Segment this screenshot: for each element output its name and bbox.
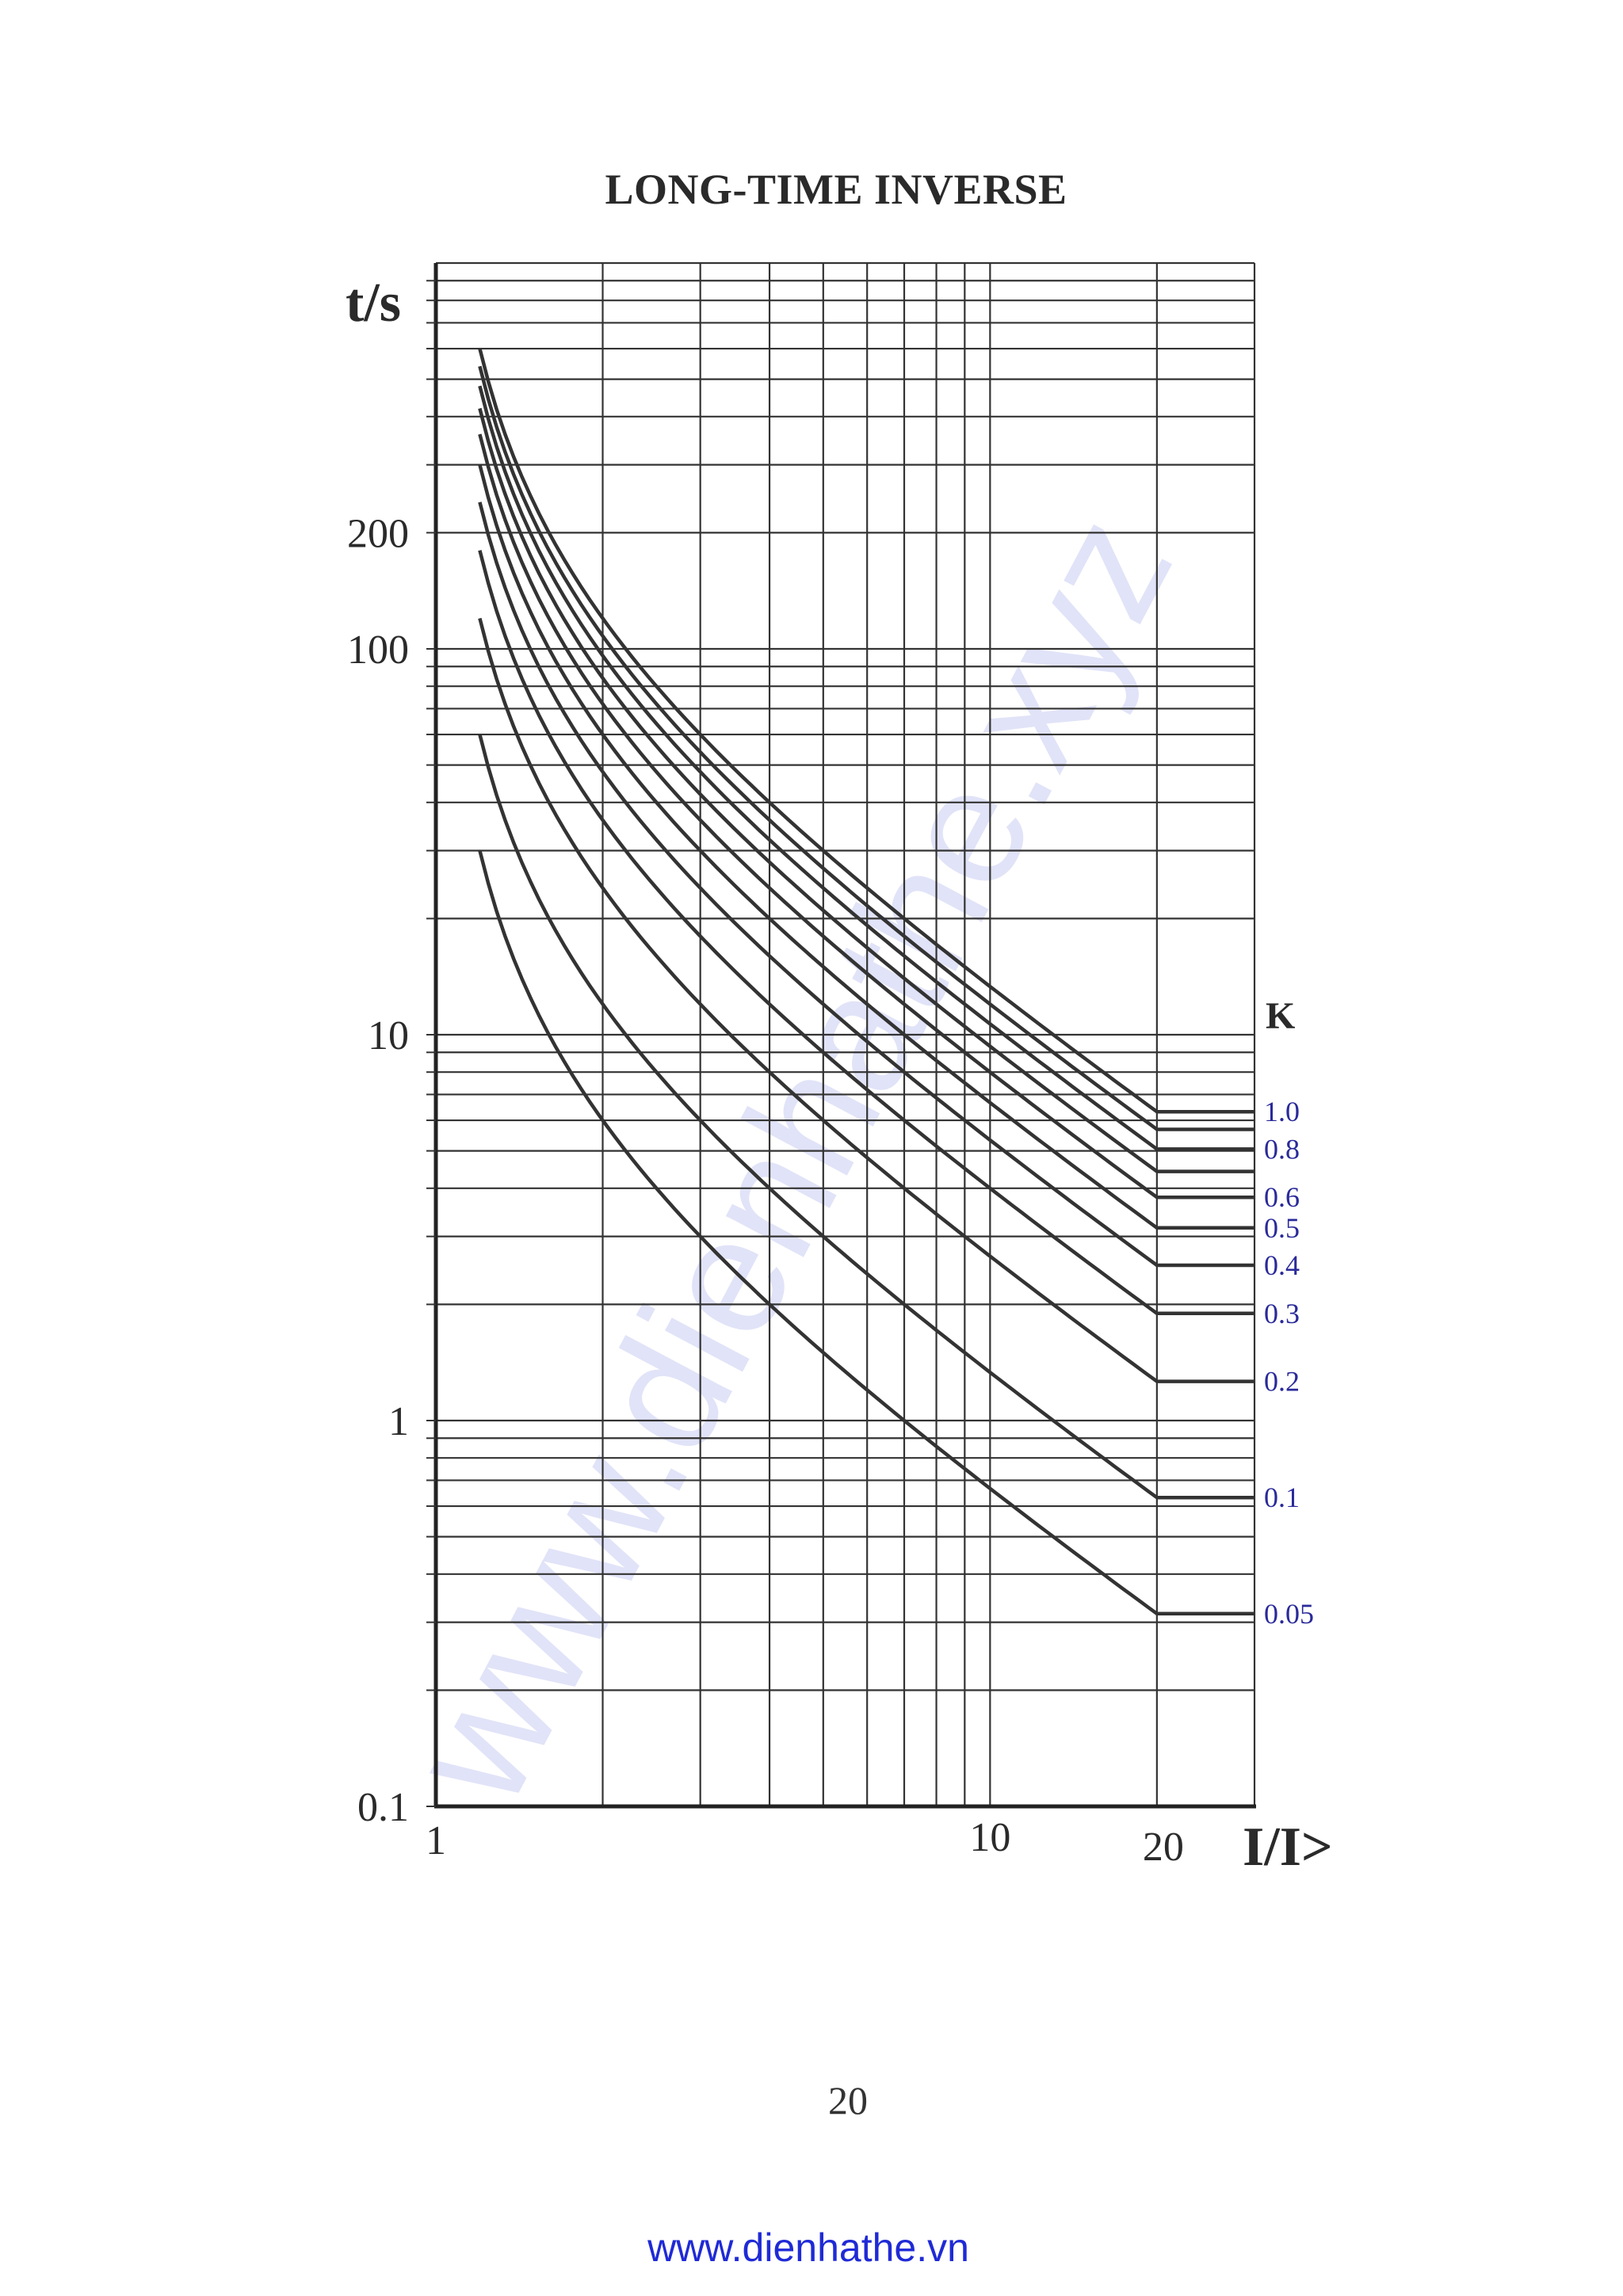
- curve-k-0-1: [478, 734, 1254, 1500]
- curve-label: 0.6: [1264, 1181, 1300, 1213]
- curve-k-0-05: [478, 850, 1254, 1616]
- curve-k-1-0: [478, 348, 1254, 1114]
- curve-label: 0.05: [1264, 1598, 1314, 1630]
- y-tick-label: 200: [347, 511, 409, 556]
- axes: [426, 263, 1256, 1809]
- curve-k-0-8: [478, 385, 1254, 1151]
- page-number: 20: [828, 2078, 868, 2122]
- y-axis-title: t/s: [346, 273, 401, 334]
- y-tick-label: 10: [368, 1013, 409, 1058]
- curve-k-0-2: [478, 617, 1254, 1383]
- curve-label: 0.2: [1264, 1366, 1300, 1398]
- x-tick-label: 20: [1143, 1825, 1184, 1870]
- labels: 1.0 0.8 0.60.5 0.4 0.3 0.2 0.1 0.05 K 0.1 1 10 100 20…: [346, 273, 1333, 1878]
- y-tick-label: 100: [347, 627, 409, 673]
- y-tick-label: 0.1: [357, 1785, 409, 1830]
- curve-label: 0.4: [1264, 1249, 1300, 1281]
- x-axis-title: I/I>: [1243, 1817, 1333, 1878]
- curve-k-0-6: [478, 433, 1254, 1199]
- y-tick-label: 1: [388, 1399, 409, 1444]
- curve-label: 0.5: [1264, 1212, 1300, 1244]
- x-tick-label: 10: [969, 1815, 1010, 1860]
- curves: [478, 348, 1254, 1616]
- curve-label: 1.0: [1264, 1096, 1300, 1127]
- curve-label: 0.3: [1264, 1298, 1300, 1329]
- curve-k-0-5: [478, 464, 1254, 1230]
- curve-label: 0.8: [1264, 1133, 1300, 1165]
- grid: [436, 261, 1256, 1806]
- curve-label: 0.1: [1264, 1482, 1300, 1513]
- chart-title: LONG-TIME INVERSE: [605, 166, 1067, 213]
- curve-k-0-7: [478, 407, 1254, 1173]
- curve-k-0-9: [478, 365, 1254, 1131]
- curve-k-0-4: [478, 502, 1254, 1268]
- legend-title: K: [1266, 995, 1295, 1037]
- curve-k-0-3: [478, 550, 1254, 1316]
- x-tick-label: 1: [426, 1818, 446, 1863]
- footer-link[interactable]: www.dienhathe.vn: [647, 2225, 969, 2270]
